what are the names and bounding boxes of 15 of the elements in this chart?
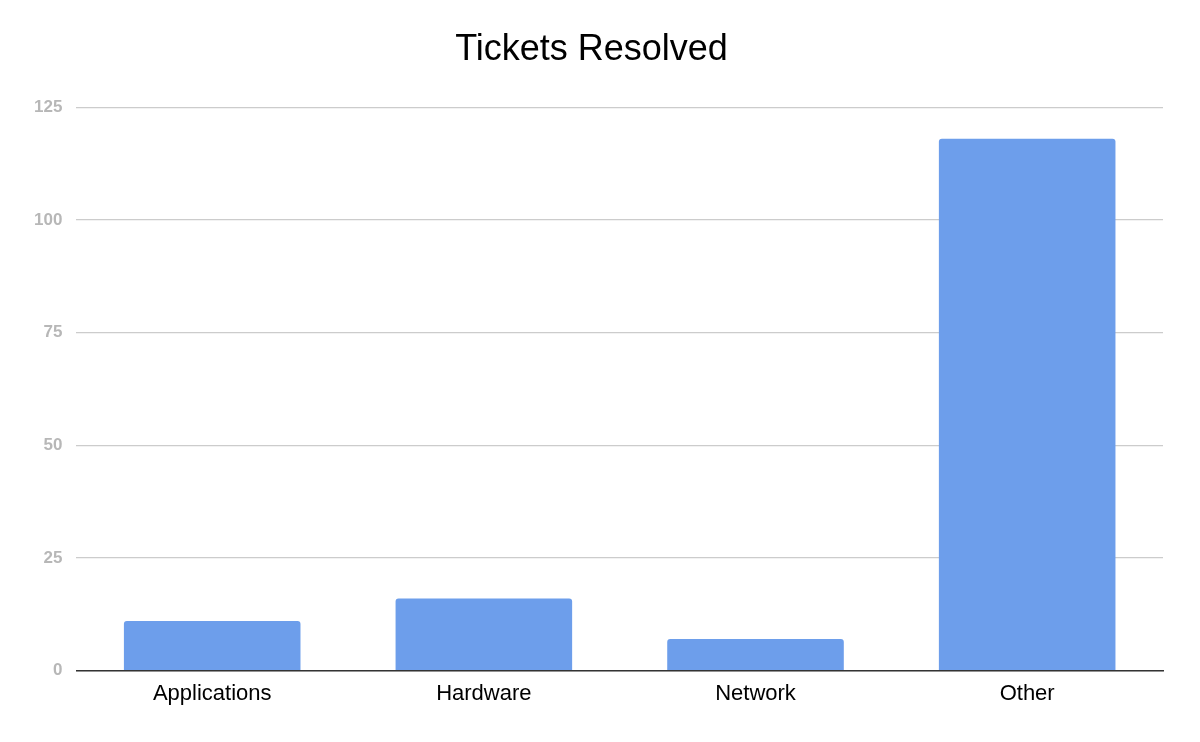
bar [395,598,573,670]
y-tick-label: 0 [52,660,63,680]
x-tick-label: Other [999,679,1055,705]
chart-title: Tickets Resolved [455,26,728,68]
y-tick-label: 50 [43,434,63,454]
x-tick-label: Hardware [436,679,532,705]
x-tick-label: Applications [152,679,272,705]
y-tick-label: 125 [33,96,63,116]
y-tick-label: 75 [43,322,63,342]
bar [123,621,301,670]
y-tick-label: 25 [43,547,63,567]
bar [938,138,1116,670]
x-tick-label: Network [715,679,797,705]
y-tick-label: 100 [33,209,63,229]
bar [667,639,844,670]
